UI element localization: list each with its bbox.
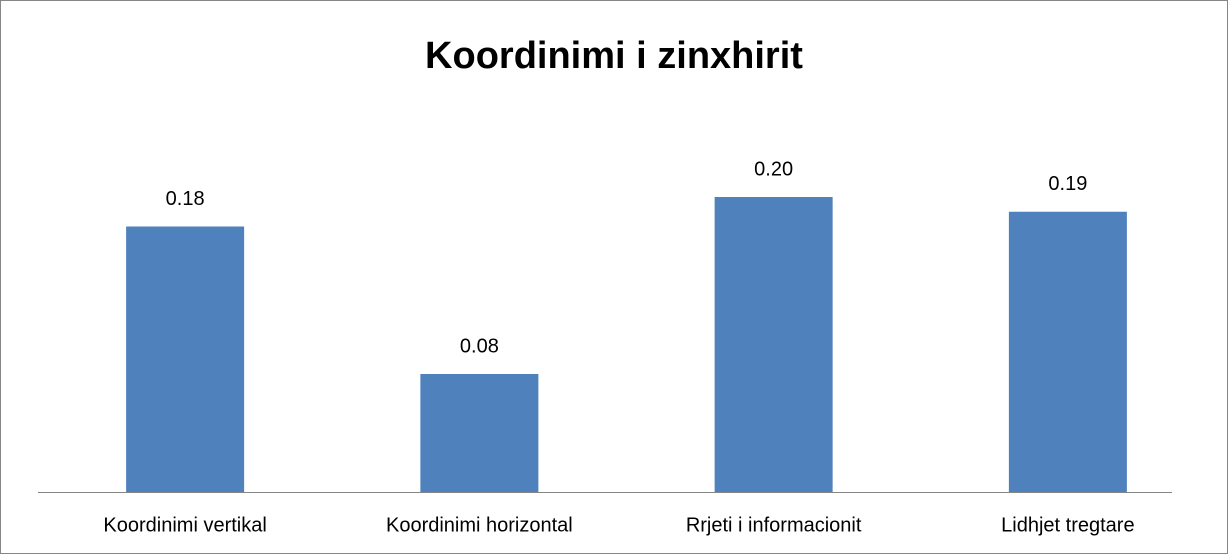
data-label: 0.18 [166,188,205,210]
data-label: 0.20 [754,158,793,180]
x-tick-label: Rrjeti i informacionit [686,514,862,536]
x-tick-label: Koordinimi horizontal [386,514,573,536]
bar [420,374,539,492]
data-label: 0.08 [460,335,499,357]
bar [126,226,245,492]
chart-title: Koordinimi i zinxhirit [425,35,803,77]
x-tick-label: Lidhjet tregtare [1001,514,1134,536]
x-tick-label: Koordinimi vertikal [103,514,266,536]
bar [1008,211,1127,492]
data-label: 0.19 [1048,173,1087,195]
bar [714,197,833,492]
